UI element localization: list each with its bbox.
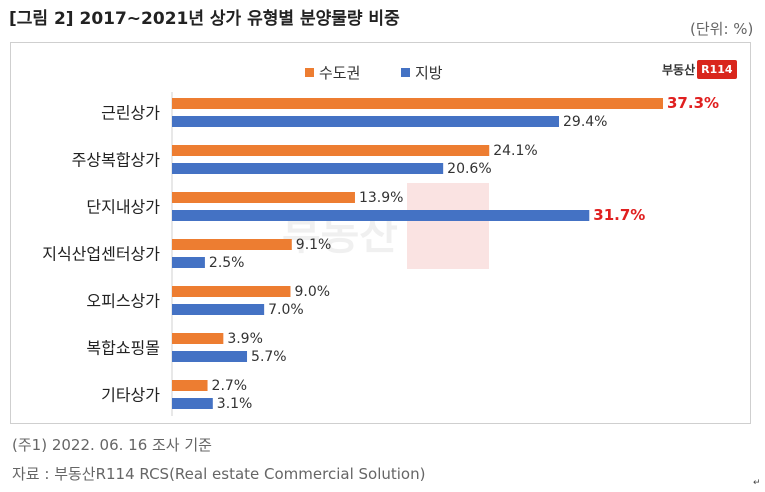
data-label-capital: 13.9% <box>359 190 403 206</box>
bar-local <box>172 351 248 362</box>
data-label-capital: 9.0% <box>294 284 330 300</box>
r114-logo: 부동산 R114 <box>662 58 737 80</box>
category-label: 복합쇼핑몰 <box>86 339 160 358</box>
category-label: 기타상가 <box>101 386 160 405</box>
bar-capital <box>172 380 208 391</box>
bar-local <box>172 304 265 315</box>
legend-capital: 수도권 <box>305 62 360 83</box>
data-label-capital: 9.1% <box>296 237 332 253</box>
data-label-capital: 37.3% <box>667 94 719 112</box>
data-label-local: 7.0% <box>268 302 304 318</box>
logo-text: 부동산 <box>662 62 696 77</box>
data-label-local: 31.7% <box>593 206 645 224</box>
category-label: 지식산업센터상가 <box>42 245 160 264</box>
bar-capital <box>172 192 355 203</box>
bar-capital <box>172 286 291 297</box>
legend-capital-label: 수도권 <box>319 64 361 82</box>
legend-local-label: 지방 <box>415 64 443 82</box>
chart-title: [그림 2] 2017~2021년 상가 유형별 분양물량 비중 <box>9 9 400 29</box>
bar-capital <box>172 98 663 109</box>
legend-local-swatch <box>401 68 410 77</box>
data-label-capital: 3.9% <box>227 331 263 347</box>
legend-local: 지방 <box>401 62 443 83</box>
data-label-local: 20.6% <box>447 161 491 177</box>
bar-capital <box>172 239 292 250</box>
bar-local <box>172 163 444 174</box>
bar-local <box>172 398 213 409</box>
data-label-local: 5.7% <box>251 349 287 365</box>
footnote: (주1) 2022. 06. 16 조사 기준 <box>12 436 212 454</box>
bar-capital <box>172 145 490 156</box>
category-label: 오피스상가 <box>86 292 160 311</box>
bar-local <box>172 116 560 127</box>
logo-badge: R114 <box>697 59 737 79</box>
category-label: 주상복합상가 <box>72 151 161 170</box>
category-label: 단지내상가 <box>86 198 160 217</box>
bar-local <box>172 257 205 268</box>
data-label-local: 3.1% <box>217 396 253 412</box>
bar-capital <box>172 333 224 344</box>
paragraph-mark: ↵ <box>753 478 761 488</box>
bar-local <box>172 210 590 221</box>
category-label: 근린상가 <box>101 104 160 123</box>
chart-frame <box>10 42 751 424</box>
legend-capital-swatch <box>305 68 314 77</box>
data-label-capital: 2.7% <box>212 378 248 394</box>
data-label-local: 2.5% <box>209 255 245 271</box>
watermark-logo: 부동산 <box>282 183 492 269</box>
unit-label: (단위: %) <box>690 20 754 38</box>
data-label-local: 29.4% <box>563 114 607 130</box>
source-note: 자료 : 부동산R114 RCS(Real estate Commercial … <box>12 465 426 483</box>
data-label-capital: 24.1% <box>493 143 537 159</box>
